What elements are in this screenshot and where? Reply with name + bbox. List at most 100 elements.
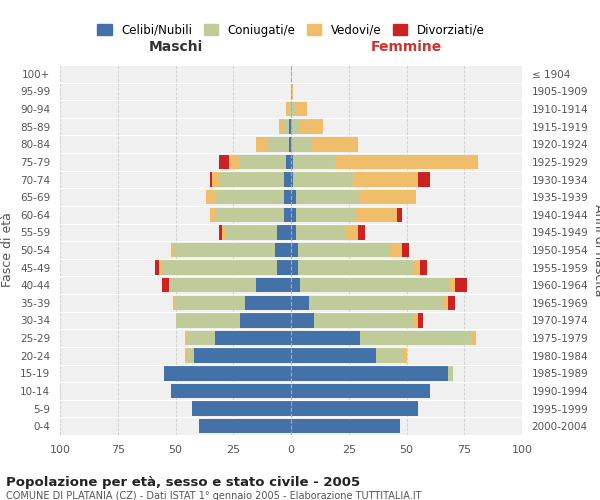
Bar: [185, 348, 187, 363]
Bar: [455, 278, 467, 292]
Bar: [289, 120, 291, 134]
Bar: [185, 331, 187, 345]
Bar: [291, 225, 296, 240]
Bar: [268, 137, 289, 152]
Bar: [220, 154, 229, 169]
Bar: [256, 278, 291, 292]
Bar: [448, 366, 453, 380]
Bar: [210, 172, 212, 186]
Bar: [194, 348, 291, 363]
Bar: [240, 314, 291, 328]
Bar: [418, 314, 422, 328]
Bar: [402, 243, 409, 257]
Text: Femmine: Femmine: [371, 40, 442, 54]
Bar: [314, 314, 413, 328]
Bar: [222, 225, 226, 240]
Y-axis label: Fasce di età: Fasce di età: [1, 212, 14, 288]
Bar: [335, 154, 478, 169]
Bar: [291, 314, 314, 328]
Bar: [291, 243, 298, 257]
Bar: [421, 260, 427, 275]
Text: Popolazione per età, sesso e stato civile - 2005: Popolazione per età, sesso e stato civil…: [6, 476, 360, 489]
Bar: [300, 120, 323, 134]
Bar: [291, 154, 293, 169]
Bar: [291, 102, 296, 117]
Bar: [296, 102, 307, 117]
Y-axis label: Anni di nascita: Anni di nascita: [592, 204, 600, 296]
Bar: [291, 296, 310, 310]
Bar: [187, 348, 194, 363]
Bar: [210, 208, 215, 222]
Bar: [176, 314, 240, 328]
Bar: [161, 278, 169, 292]
Bar: [296, 190, 360, 204]
Bar: [220, 225, 222, 240]
Bar: [280, 120, 284, 134]
Bar: [164, 366, 291, 380]
Bar: [277, 225, 291, 240]
Bar: [356, 208, 397, 222]
Bar: [173, 243, 275, 257]
Bar: [286, 102, 289, 117]
Bar: [220, 172, 284, 186]
Bar: [418, 172, 430, 186]
Bar: [160, 260, 161, 275]
Bar: [471, 331, 476, 345]
Text: Maschi: Maschi: [148, 40, 203, 54]
Bar: [443, 296, 448, 310]
Bar: [155, 260, 160, 275]
Bar: [300, 278, 451, 292]
Bar: [298, 260, 413, 275]
Bar: [358, 225, 365, 240]
Bar: [291, 84, 293, 98]
Bar: [291, 331, 360, 345]
Bar: [293, 154, 335, 169]
Bar: [289, 102, 291, 117]
Bar: [187, 331, 215, 345]
Bar: [215, 331, 291, 345]
Bar: [291, 278, 300, 292]
Bar: [376, 348, 404, 363]
Bar: [291, 402, 418, 416]
Bar: [171, 243, 173, 257]
Bar: [291, 419, 400, 434]
Bar: [310, 296, 443, 310]
Legend: Celibi/Nubili, Coniugati/e, Vedovi/e, Divorziati/e: Celibi/Nubili, Coniugati/e, Vedovi/e, Di…: [92, 19, 490, 42]
Bar: [291, 366, 448, 380]
Bar: [397, 208, 402, 222]
Bar: [215, 190, 284, 204]
Bar: [353, 172, 418, 186]
Bar: [291, 137, 312, 152]
Bar: [296, 208, 356, 222]
Bar: [360, 190, 416, 204]
Bar: [298, 243, 391, 257]
Bar: [229, 154, 240, 169]
Bar: [291, 260, 298, 275]
Bar: [191, 402, 291, 416]
Bar: [291, 190, 296, 204]
Bar: [291, 208, 296, 222]
Bar: [256, 137, 268, 152]
Bar: [346, 225, 358, 240]
Bar: [291, 348, 376, 363]
Bar: [413, 260, 421, 275]
Bar: [291, 384, 430, 398]
Bar: [284, 190, 291, 204]
Bar: [161, 260, 277, 275]
Bar: [360, 331, 471, 345]
Bar: [240, 154, 286, 169]
Bar: [291, 120, 300, 134]
Bar: [451, 278, 455, 292]
Bar: [391, 243, 402, 257]
Bar: [312, 137, 358, 152]
Bar: [404, 348, 407, 363]
Bar: [291, 172, 293, 186]
Bar: [173, 296, 176, 310]
Bar: [212, 172, 220, 186]
Bar: [169, 278, 256, 292]
Bar: [286, 154, 291, 169]
Bar: [215, 208, 284, 222]
Bar: [413, 314, 418, 328]
Bar: [226, 225, 277, 240]
Bar: [206, 190, 215, 204]
